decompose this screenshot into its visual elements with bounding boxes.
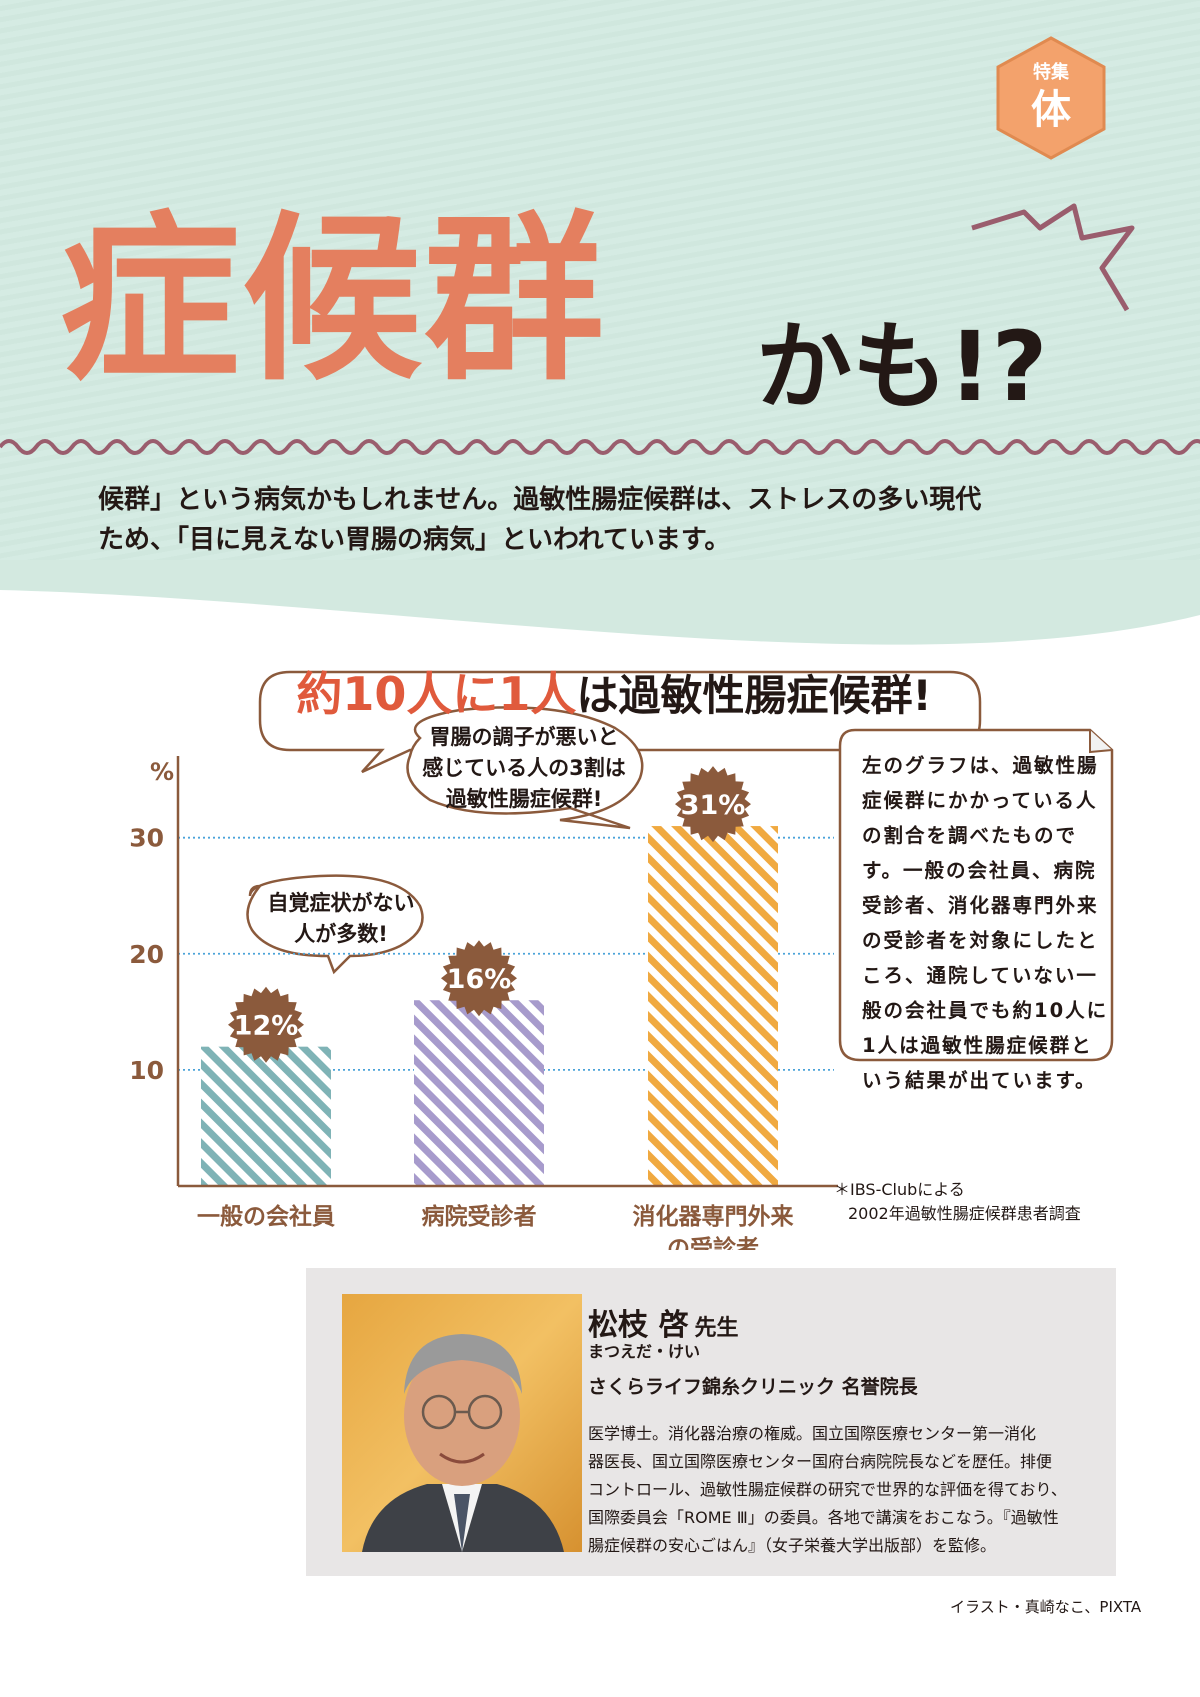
- callout-2-text: 胃腸の調子が悪いと 感じている人の3割は 過敏性腸症候群!: [404, 722, 644, 815]
- callout-1-line-2: 人が多数!: [294, 922, 388, 946]
- doctor-bio-line: 腸症候群の安心ごはん』（女子栄養大学出版部）を監修。: [588, 1536, 997, 1555]
- callout-bubble-2: [406, 706, 644, 830]
- doctor-name: 松枝 啓先生: [588, 1300, 738, 1344]
- doctor-name-reading: まつえだ・けい: [588, 1342, 701, 1361]
- wave-divider: [0, 439, 1200, 455]
- source-line-2: 2002年過敏性腸症候群患者調査: [848, 1204, 1081, 1223]
- x-tick-label: の受診者: [667, 1235, 759, 1250]
- bar: [648, 826, 778, 1186]
- value-badge: [228, 986, 304, 1063]
- note-box: [838, 728, 1114, 1062]
- note-line: 般の会社員でも約10人に: [862, 999, 1109, 1022]
- data-label: 31%: [681, 790, 746, 821]
- doctor-bio-line: 器医長、国立国際医療センター国府台病院院長などを歴任。排便: [588, 1452, 1053, 1471]
- badge-label-big: 体: [1031, 87, 1071, 133]
- x-tick-label: 消化器専門外来: [633, 1203, 795, 1230]
- callout-2-line-3: 過敏性腸症候群!: [445, 787, 603, 811]
- value-badge: [441, 940, 517, 1017]
- doctor-affiliation: さくらライフ錦糸クリニック 名誉院長: [588, 1376, 918, 1398]
- x-tick-label: 病院受診者: [422, 1203, 537, 1230]
- doctor-honorific: 先生: [694, 1316, 739, 1341]
- chart-source: ＊IBS-Clubによる 2002年過敏性腸症候群患者調査: [834, 1178, 1081, 1226]
- data-label: 16%: [447, 964, 512, 995]
- note-line: ころ、通院していない一: [862, 964, 1098, 987]
- note-line: す。一般の会社員、病院: [862, 859, 1097, 882]
- headline-rest: は過敏性腸症候群!: [576, 671, 932, 720]
- source-line-1: ＊IBS-Clubによる: [834, 1180, 965, 1199]
- doctor-bio-line: コントロール、過敏性腸症候群の研究で世界的な評価を得ており、: [588, 1480, 1067, 1499]
- intro-line-2: ため、「目に見えない胃腸の病気」といわれています。: [98, 525, 731, 555]
- feature-badge: [996, 36, 1106, 160]
- y-tick-label: 10: [129, 1056, 164, 1085]
- note-box-fold: [1089, 730, 1113, 754]
- doctor-photo: [342, 1294, 582, 1552]
- callout-1-line-1: 自覚症状がない: [267, 891, 415, 915]
- callout-1-text: 自覚症状がない 人が多数!: [252, 888, 430, 950]
- callout-2-line-2: 感じている人の3割は: [422, 756, 626, 780]
- callout-bubble-1: [246, 874, 424, 975]
- note-line: 受診者、消化器専門外来: [862, 894, 1099, 917]
- value-badge: [675, 766, 751, 843]
- data-label: 12%: [234, 1011, 299, 1042]
- note-line: 症候群にかかっている人: [862, 789, 1098, 812]
- x-tick-label: 一般の会社員: [197, 1203, 335, 1230]
- image-credit: イラスト・真崎なこ、PIXTA: [950, 1598, 1142, 1616]
- doctor-bio-line: 国際委員会「ROME Ⅲ」の委員。各地で講演をおこなう。『過敏性: [588, 1508, 1059, 1527]
- note-line: 左のグラフは、過敏性腸: [862, 754, 1099, 777]
- note-line: いう結果が出ています。: [862, 1069, 1097, 1092]
- headline-highlight: 約10人に1人: [296, 667, 577, 721]
- y-axis-label: %: [150, 758, 174, 786]
- bar: [201, 1046, 331, 1186]
- doctor-bio-line: 医学博士。消化器治療の権威。国立国際医療センター第一消化: [588, 1424, 1037, 1443]
- note-line: の受診者を対象にしたと: [862, 929, 1099, 952]
- burst-lines-decoration: [971, 203, 1135, 312]
- chart-headline: 約10人に1人は過敏性腸症候群!: [250, 662, 978, 726]
- intro-line-1: 候群」という病気かもしれません。過敏性腸症候群は、ストレスの多い現代: [98, 485, 982, 515]
- doctor-name-text: 松枝 啓: [588, 1308, 689, 1343]
- y-tick-label: 20: [129, 940, 164, 969]
- bar: [414, 1000, 544, 1186]
- y-tick-label: 30: [129, 824, 164, 853]
- note-line: の割合を調べたもので: [862, 824, 1078, 847]
- page-title-suffix: かも!?: [756, 311, 1048, 423]
- note-text: 左のグラフは、過敏性腸 症候群にかかっている人 の割合を調べたもので す。一般の…: [862, 748, 1108, 1098]
- page-title: 症候群: [60, 194, 607, 405]
- callout-2-line-1: 胃腸の調子が悪いと: [429, 725, 619, 749]
- badge-label-small: 特集: [1033, 62, 1069, 83]
- note-line: 1人は過敏性腸症候群と: [862, 1034, 1093, 1057]
